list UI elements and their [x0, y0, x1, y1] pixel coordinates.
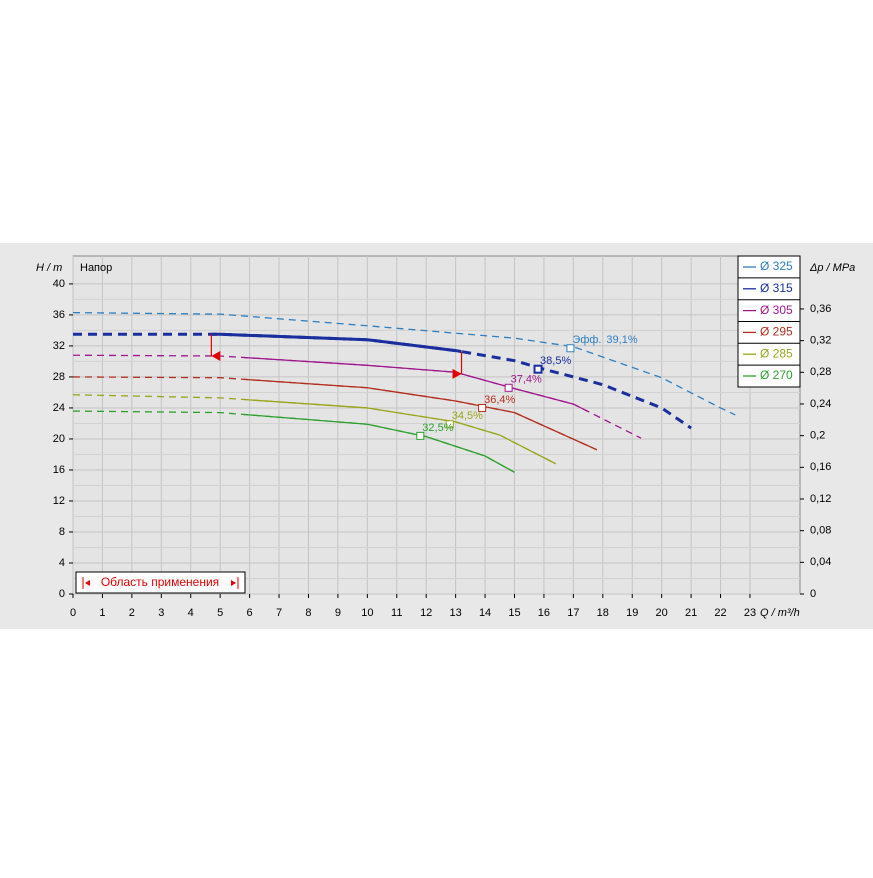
- curves: [73, 311, 736, 473]
- curve-solid: [243, 413, 515, 473]
- efficiency-point: [478, 403, 487, 412]
- x-tick-label: 16: [538, 607, 550, 619]
- efficiency-label: 38,5%: [540, 355, 571, 367]
- range-legend-text: Область применения: [101, 575, 219, 589]
- annotation: Напор: [80, 262, 112, 274]
- range-legend-arrow: [85, 580, 90, 586]
- y2-tick-label: 0,08: [810, 525, 831, 537]
- range-arrow: [452, 368, 462, 379]
- y2-tick-label: 0,04: [810, 556, 831, 568]
- legend-label: Ø 295: [760, 325, 793, 339]
- y2-tick-label: 0,2: [810, 430, 825, 442]
- x-tick-label: 0: [70, 607, 76, 619]
- efficiency-point: [416, 431, 425, 440]
- y2-tick-label: 0,24: [810, 398, 831, 410]
- x-tick-label: 22: [714, 607, 726, 619]
- x-axis-label: Q / m³/h: [760, 607, 800, 619]
- range-legend-box: [75, 571, 246, 594]
- x-tick-label: 18: [597, 607, 609, 619]
- x-tick-label: 10: [361, 607, 373, 619]
- x-tick-label: 17: [567, 607, 579, 619]
- curve-solid: [211, 332, 462, 354]
- curve-solid: [243, 378, 597, 451]
- x-tick-label: 12: [420, 607, 432, 619]
- x-tick-label: 5: [217, 607, 223, 619]
- y-tick-label: 8: [59, 526, 65, 538]
- plot-area: [72, 255, 801, 595]
- range-legend: Область применения: [75, 571, 246, 594]
- efficiency-point: [504, 383, 513, 392]
- y-tick-label: 32: [53, 340, 65, 352]
- range-arrow: [211, 350, 221, 361]
- curve-solid: [243, 398, 556, 465]
- x-tick-label: 11: [391, 607, 402, 619]
- efficiency-label: 36,4%: [484, 394, 515, 406]
- y-tick-label: 20: [53, 433, 65, 445]
- y-tick-label: 16: [53, 464, 65, 476]
- x-tick-label: 2: [129, 607, 135, 619]
- x-tick-label: 21: [685, 607, 697, 619]
- y-axis-label: H / m: [36, 262, 62, 274]
- x-tick-label: 6: [247, 607, 253, 619]
- legend-label: Ø 285: [760, 346, 793, 360]
- x-tick-label: 1: [99, 607, 105, 619]
- legend-label: Ø 315: [760, 281, 793, 295]
- y-tick-label: 40: [53, 278, 65, 290]
- efficiency-label: 32,5%: [422, 422, 453, 434]
- legend-label: Ø 305: [760, 303, 793, 317]
- y2-axis-label: Δp / MPa: [809, 262, 855, 274]
- x-tick-label: 4: [188, 607, 194, 619]
- y2-tick-label: 0,28: [810, 366, 831, 378]
- y2-tick-label: 0: [810, 588, 816, 600]
- efficiency-label: 39,1%: [606, 334, 637, 346]
- y2-tick-label: 0,36: [810, 303, 831, 315]
- efficiency-point: [566, 344, 575, 353]
- y-tick-label: 36: [53, 309, 65, 321]
- x-tick-label: 14: [479, 607, 491, 619]
- x-tick-label: 13: [450, 607, 462, 619]
- efficiency-point: [533, 364, 543, 374]
- x-tick-label: 3: [158, 607, 164, 619]
- y2-tick-label: 0,32: [810, 335, 831, 347]
- x-tick-label: 19: [626, 607, 638, 619]
- x-tick-label: 9: [335, 607, 341, 619]
- x-tick-label: 20: [656, 607, 668, 619]
- x-tick-label: 23: [744, 607, 756, 619]
- y-tick-label: 4: [59, 557, 65, 569]
- x-tick-label: 7: [276, 607, 282, 619]
- curve-dashed: [73, 311, 736, 416]
- efficiency-label: 34,5%: [452, 410, 483, 422]
- y-tick-label: 28: [53, 371, 65, 383]
- range-legend-arrow: [231, 580, 236, 586]
- legend-label: Ø 270: [760, 368, 793, 382]
- legend-label: Ø 325: [760, 259, 793, 273]
- efficiency-prefix: Эфф.: [572, 334, 601, 346]
- y-tick-label: 12: [53, 495, 65, 507]
- y2-tick-label: 0,12: [810, 493, 831, 505]
- x-tick-label: 15: [508, 607, 520, 619]
- x-tick-label: 8: [305, 607, 311, 619]
- efficiency-point: [445, 420, 454, 429]
- y-tick-label: 0: [59, 588, 65, 600]
- efficiency-label: 37,4%: [511, 374, 542, 386]
- grid: [72, 256, 800, 595]
- y2-tick-label: 0,16: [810, 461, 831, 473]
- y-tick-label: 24: [53, 402, 65, 414]
